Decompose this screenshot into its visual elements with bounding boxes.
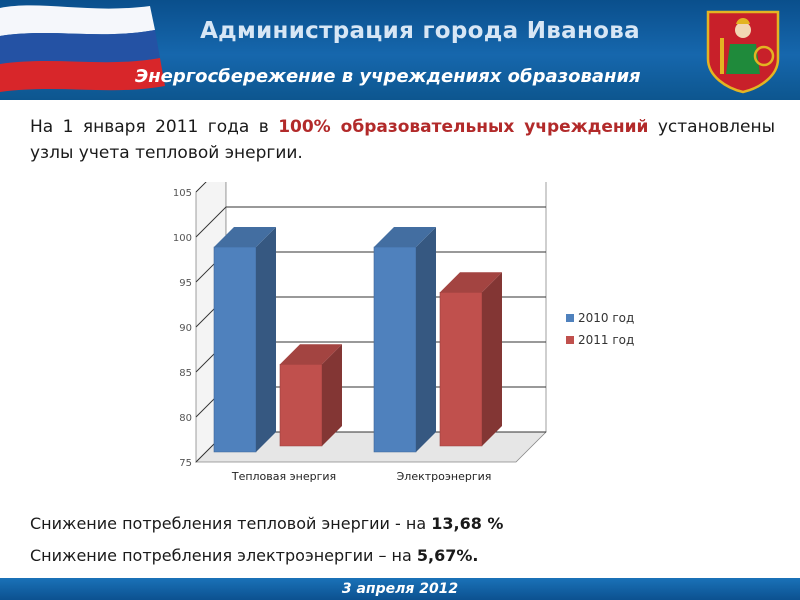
legend-swatch (566, 314, 574, 322)
x-category-label: Электроэнергия (397, 470, 492, 483)
stat-heat: Снижение потребления тепловой энергии - … (30, 514, 503, 533)
bar-2010-side (256, 227, 276, 452)
legend-swatch (566, 336, 574, 344)
bar-2010-side (416, 227, 436, 452)
y-tick-label: 95 (179, 278, 192, 289)
legend-label: 2011 год (578, 333, 634, 347)
city-emblem-icon (706, 10, 780, 94)
bar-2011-side (482, 272, 502, 446)
intro-before: На 1 января 2011 года в (30, 117, 279, 137)
y-tick-label: 90 (179, 323, 192, 334)
russian-flag-icon (0, 5, 165, 92)
footer-date: 3 апреля 2012 (341, 581, 459, 597)
y-tick-label: 80 (179, 413, 192, 424)
bar-2011-top (440, 272, 502, 293)
intro-after: установлены узлы учета тепловой энергии. (30, 117, 775, 163)
bar-2010-top (374, 227, 436, 247)
stat-heat-value: 13,68 % (431, 514, 504, 533)
bar-2010-front (373, 246, 417, 453)
y-tick-label: 100 (173, 233, 192, 244)
stat-electric: Снижение потребления электроэнергии – на… (30, 546, 479, 565)
stat-electric-value: 5,67%. (416, 546, 479, 565)
footer-bar: 3 апреля 2012 (0, 578, 800, 600)
gridline (195, 206, 546, 238)
y-tick-label: 75 (179, 458, 192, 469)
consumption-bar-chart: 75 80 85 90 95 100 105 Тепловая энергия Электроэ… (173, 182, 634, 483)
stat-electric-prefix: Снижение потребления электроэнергии – на (30, 546, 417, 565)
intro-highlight: 100% образовательных учреждений (278, 117, 649, 137)
stat-heat-prefix: Снижение потребления тепловой энергии - … (30, 514, 432, 533)
y-tick-label: 85 (179, 368, 192, 379)
intro-text: На 1 января 2011 года в 100% образовател… (30, 114, 775, 166)
legend-label: 2010 год (578, 311, 634, 325)
page-subtitle: Энергосбережение в учреждениях образован… (135, 66, 641, 87)
bar-2011-side (322, 344, 342, 446)
header-banner: Администрация города Иванова Энергосбере… (0, 0, 800, 100)
y-tick-label: 105 (173, 188, 192, 199)
x-category-label: Тепловая энергия (231, 470, 336, 483)
bar-2010-front (213, 246, 257, 453)
bar-2011-top (280, 344, 342, 365)
bar-2011-front (439, 292, 483, 447)
bar-2010-top (214, 227, 276, 247)
page-title: Администрация города Иванова (200, 18, 640, 44)
bar-2011-front (279, 364, 323, 447)
